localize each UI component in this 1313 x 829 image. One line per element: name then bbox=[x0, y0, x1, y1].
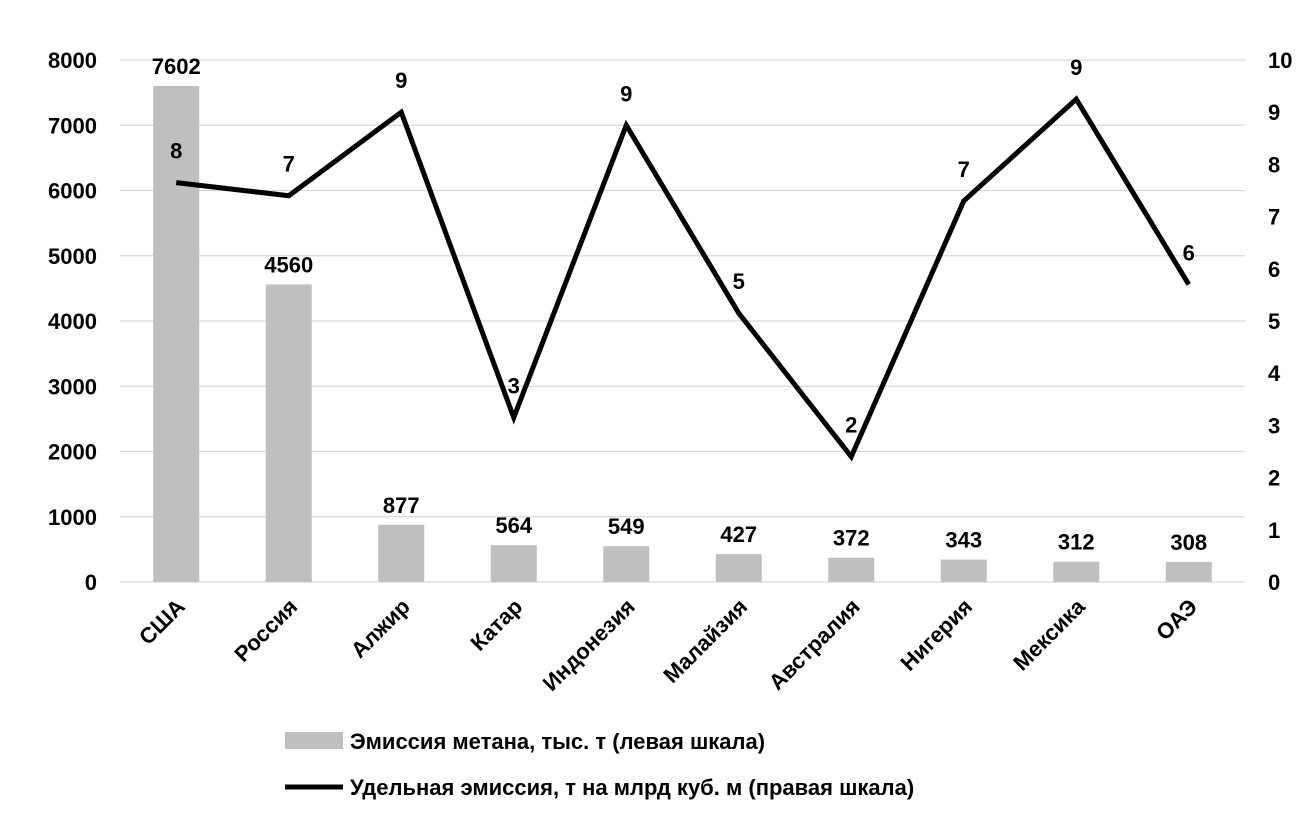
category-label: Малайзия bbox=[658, 594, 752, 688]
right-tick-label: 3 bbox=[1268, 413, 1280, 438]
bar bbox=[828, 557, 875, 582]
line-data-label: 6 bbox=[1183, 240, 1195, 265]
legend-line-label: Удельная эмиссия, т на млрд куб. м (прав… bbox=[350, 775, 914, 800]
left-tick-label: 3000 bbox=[48, 374, 97, 399]
bar bbox=[153, 85, 200, 583]
category-axis: США Россия Алжир Катар Индонезия Малайзия Авст… bbox=[134, 593, 1202, 696]
bar-data-label: 308 bbox=[1170, 530, 1207, 555]
bar bbox=[378, 524, 425, 582]
category-label: Катар bbox=[465, 594, 527, 656]
category-label: Индонезия bbox=[538, 594, 640, 696]
right-tick-label: 6 bbox=[1268, 257, 1280, 282]
right-tick-label: 5 bbox=[1268, 309, 1280, 334]
bar-data-label: 564 bbox=[495, 513, 532, 538]
bar-data-label: 427 bbox=[720, 522, 757, 547]
left-tick-label: 0 bbox=[85, 570, 97, 595]
left-tick-label: 5000 bbox=[48, 244, 97, 269]
bar bbox=[490, 545, 537, 582]
legend-bar-label: Эмиссия метана, тыс. т (левая шкала) bbox=[350, 729, 765, 754]
right-tick-label: 1 bbox=[1268, 518, 1280, 543]
bar bbox=[1053, 561, 1100, 582]
right-tick-label: 10 bbox=[1268, 48, 1292, 73]
category-label: ОАЭ bbox=[1151, 594, 1202, 645]
line-data-label: 5 bbox=[733, 269, 745, 294]
line-data-label: 2 bbox=[845, 413, 857, 438]
right-axis: 0 1 2 3 4 5 6 7 8 9 10 bbox=[1268, 48, 1292, 595]
bar-data-label: 372 bbox=[833, 526, 870, 551]
line-series bbox=[175, 95, 1191, 462]
line-data-label: 3 bbox=[508, 374, 520, 399]
category-label: Алжир bbox=[346, 594, 415, 663]
right-tick-label: 4 bbox=[1268, 361, 1281, 386]
bar bbox=[940, 559, 987, 582]
left-tick-label: 8000 bbox=[48, 48, 97, 73]
bar-data-label: 343 bbox=[945, 528, 982, 553]
left-tick-label: 1000 bbox=[48, 505, 97, 530]
left-axis: 0 1000 2000 3000 4000 5000 6000 7000 8000 bbox=[48, 48, 97, 595]
bar-data-label: 7602 bbox=[152, 54, 201, 79]
left-tick-label: 6000 bbox=[48, 179, 97, 204]
left-tick-label: 4000 bbox=[48, 309, 97, 334]
line-data-label: 7 bbox=[958, 157, 970, 182]
left-tick-label: 7000 bbox=[48, 113, 97, 138]
line-data-labels: 8 7 9 3 9 5 2 7 9 6 bbox=[170, 55, 1195, 438]
right-tick-label: 2 bbox=[1268, 466, 1280, 491]
line-data-label: 7 bbox=[283, 152, 295, 177]
line-data-label: 9 bbox=[1070, 55, 1082, 80]
bar bbox=[603, 546, 650, 582]
bar bbox=[265, 284, 312, 582]
bar-data-label: 4560 bbox=[264, 252, 313, 277]
bar-data-label: 549 bbox=[608, 514, 645, 539]
right-tick-label: 9 bbox=[1268, 100, 1280, 125]
category-label: США bbox=[134, 594, 190, 650]
bar bbox=[1165, 561, 1212, 582]
bar-data-label: 877 bbox=[383, 493, 420, 518]
legend: Эмиссия метана, тыс. т (левая шкала) Уде… bbox=[285, 729, 914, 800]
line-data-label: 8 bbox=[170, 139, 182, 164]
category-label: Австралия bbox=[764, 594, 865, 695]
right-tick-label: 8 bbox=[1268, 152, 1280, 177]
legend-bar-swatch bbox=[285, 732, 343, 749]
line-data-label: 9 bbox=[620, 81, 632, 106]
left-tick-label: 2000 bbox=[48, 440, 97, 465]
category-label: Мексика bbox=[1008, 593, 1090, 675]
category-label: Россия bbox=[229, 594, 302, 667]
line-data-label: 9 bbox=[395, 68, 407, 93]
right-tick-label: 7 bbox=[1268, 205, 1280, 230]
bar-series bbox=[153, 85, 1212, 583]
category-label: Нигерия bbox=[896, 594, 978, 676]
right-tick-label: 0 bbox=[1268, 570, 1280, 595]
line-path bbox=[175, 95, 1191, 462]
bar bbox=[715, 554, 762, 582]
bar-data-label: 312 bbox=[1058, 530, 1095, 555]
